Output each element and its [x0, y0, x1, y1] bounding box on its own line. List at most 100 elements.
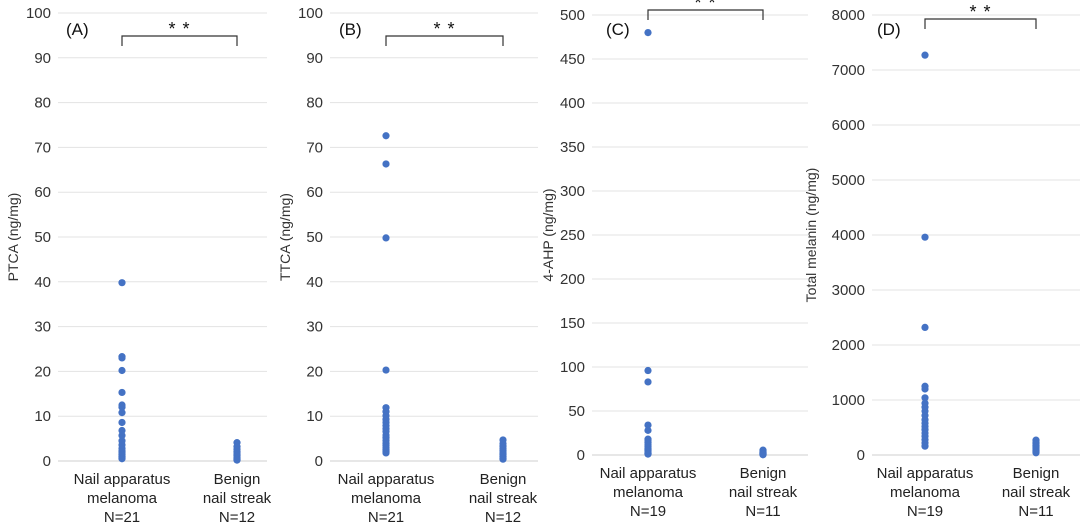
category-label: N=12 — [219, 509, 255, 526]
data-point — [921, 385, 929, 393]
category-label: nail streak — [203, 490, 272, 507]
y-tick-label: 0 — [315, 453, 323, 470]
data-point — [1032, 449, 1040, 457]
y-tick-label: 4000 — [832, 227, 865, 244]
y-tick-label: 3000 — [832, 282, 865, 299]
data-point — [118, 279, 126, 287]
panel-label: (B) — [339, 20, 362, 39]
data-point — [921, 394, 929, 402]
significance-label: * * — [969, 2, 991, 22]
category-label: N=11 — [745, 503, 780, 520]
y-tick-label: 60 — [306, 184, 323, 201]
data-point — [118, 403, 126, 411]
category-label: Nail apparatus — [600, 465, 697, 482]
data-point — [118, 409, 126, 417]
y-tick-label: 300 — [560, 183, 585, 200]
y-tick-label: 20 — [306, 363, 323, 380]
data-point — [118, 455, 126, 463]
y-tick-label: 8000 — [832, 7, 865, 24]
y-tick-label: 500 — [560, 7, 585, 24]
data-point — [118, 354, 126, 362]
category-label: nail streak — [1002, 484, 1071, 501]
category-label: melanoma — [351, 490, 422, 507]
y-tick-label: 400 — [560, 95, 585, 112]
data-point — [118, 366, 126, 375]
significance-bracket — [647, 9, 764, 20]
chart-panel: 0 10 20 30 40 50 60 70 80 90 100 TTCA (ng/mg) (B) * *… — [277, 5, 538, 526]
category-label: Benign — [740, 465, 787, 482]
y-tick-label: 250 — [560, 227, 585, 244]
y-tick-label: 100 — [26, 5, 51, 22]
category-label: N=12 — [485, 509, 521, 526]
data-point — [644, 366, 652, 375]
panel-label: (C) — [606, 20, 630, 39]
data-point — [382, 234, 390, 242]
significance-label: * * — [694, 0, 716, 13]
y-tick-label: 30 — [306, 319, 323, 336]
y-tick-label: 0 — [43, 453, 51, 470]
panel-label: (A) — [66, 20, 89, 39]
category-label: Benign — [480, 471, 527, 488]
category-label: nail streak — [469, 490, 538, 507]
data-point — [921, 323, 929, 331]
data-point — [499, 455, 507, 463]
y-tick-label: 0 — [577, 447, 585, 464]
y-tick-label: 40 — [306, 274, 323, 291]
y-axis-label: 4-AHP (ng/mg) — [540, 188, 556, 281]
y-tick-label: 7000 — [832, 62, 865, 79]
significance-bracket — [121, 35, 238, 46]
category-label: Benign — [1013, 465, 1060, 482]
category-label: N=21 — [104, 509, 140, 526]
y-tick-label: 50 — [306, 229, 323, 246]
data-point — [921, 51, 929, 59]
category-label: nail streak — [729, 484, 798, 501]
data-point — [644, 426, 652, 434]
y-tick-label: 1000 — [832, 392, 865, 409]
y-tick-label: 450 — [560, 51, 585, 68]
y-tick-label: 30 — [34, 319, 51, 336]
data-point — [118, 418, 126, 427]
data-point — [118, 431, 126, 440]
chart-panel: 0 50 100 150 200 250 300 350 400 450 500 4-AHP (ng/… — [540, 0, 808, 520]
category-label: N=11 — [1018, 503, 1053, 520]
data-point — [759, 451, 767, 459]
y-tick-label: 20 — [34, 363, 51, 380]
y-tick-label: 0 — [857, 447, 865, 464]
y-tick-label: 6000 — [832, 117, 865, 134]
panel-label: (D) — [877, 20, 901, 39]
significance-bracket — [924, 18, 1037, 29]
y-tick-label: 10 — [34, 408, 51, 425]
y-tick-label: 100 — [560, 359, 585, 376]
chart-panel: 0 1000 2000 3000 4000 5000 6000 7000 8000 Total m… — [803, 2, 1080, 520]
data-point — [233, 456, 241, 464]
y-tick-label: 70 — [34, 139, 51, 156]
chart-panel: 0 10 20 30 40 50 60 70 80 90 100 PTCA (ng/mg) (A) * *… — [5, 5, 272, 526]
data-point — [382, 449, 390, 457]
category-label: melanoma — [613, 484, 684, 501]
y-tick-label: 40 — [34, 274, 51, 291]
data-point — [382, 160, 390, 168]
y-tick-label: 50 — [568, 403, 585, 420]
data-point — [921, 233, 929, 241]
y-tick-label: 5000 — [832, 172, 865, 189]
category-label: Nail apparatus — [74, 471, 171, 488]
data-point — [644, 421, 652, 429]
data-point — [118, 388, 126, 397]
y-tick-label: 200 — [560, 271, 585, 288]
data-point — [644, 28, 652, 37]
data-point — [644, 378, 652, 386]
y-tick-label: 10 — [306, 408, 323, 425]
data-point — [921, 442, 929, 450]
y-tick-label: 90 — [34, 50, 51, 67]
y-tick-label: 2000 — [832, 337, 865, 354]
y-tick-label: 70 — [306, 139, 323, 156]
significance-label: * * — [433, 19, 455, 39]
category-label: melanoma — [890, 484, 961, 501]
data-point — [644, 450, 652, 458]
y-axis-label: TTCA (ng/mg) — [277, 193, 293, 281]
data-point — [382, 366, 390, 374]
significance-label: * * — [168, 19, 190, 39]
y-axis-label: PTCA (ng/mg) — [5, 193, 21, 282]
category-label: Benign — [214, 471, 261, 488]
